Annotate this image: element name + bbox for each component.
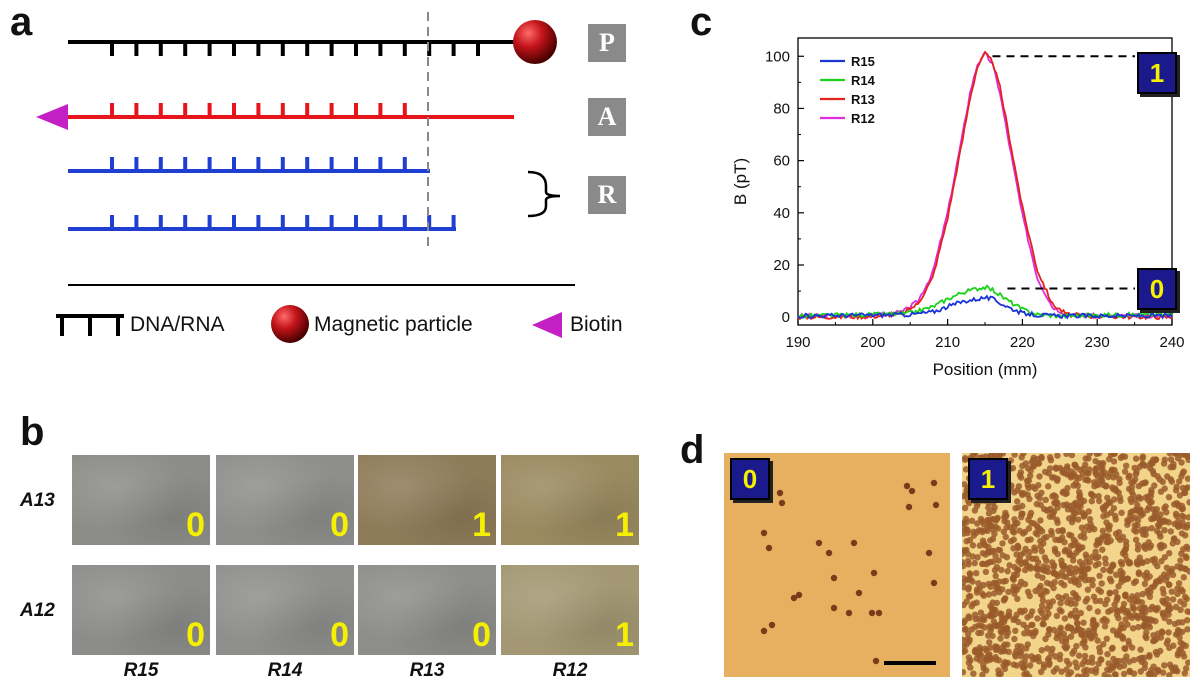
y-axis-title: B (pT) xyxy=(731,158,750,205)
tile-a12-r13: 0 xyxy=(358,565,496,655)
biotin-legend-label: Biotin xyxy=(570,313,623,336)
tile-value: 0 xyxy=(472,616,491,654)
x-tick-label: 230 xyxy=(1085,334,1110,351)
field-profile-chart: 190 200 210 220 230 240 0 20 40 60 80 100 Position (… xyxy=(731,37,1185,379)
y-tick-label: 40 xyxy=(773,205,790,222)
tile-value: 1 xyxy=(615,506,634,544)
tile-a13-r14: 0 xyxy=(216,455,354,545)
col-label-r14: R14 xyxy=(267,660,303,681)
tile-value: 0 xyxy=(186,616,205,654)
legend-label-r13: R13 xyxy=(851,92,875,107)
series-line-r15 xyxy=(797,294,1173,320)
y-tick-label: 20 xyxy=(773,257,790,274)
x-tick-label: 220 xyxy=(1010,334,1035,351)
panel-c-label: c xyxy=(690,0,713,44)
tile-value: 0 xyxy=(186,506,205,544)
state-1-box: 1 xyxy=(1137,52,1177,94)
y-tick-label: 0 xyxy=(782,309,790,326)
series-line-r14 xyxy=(797,284,1173,319)
reporter-brace xyxy=(527,170,561,218)
legend-label-r12: R12 xyxy=(851,111,875,126)
row-label-a12: A12 xyxy=(20,600,55,621)
x-tick-label: 190 xyxy=(785,334,810,351)
particle-legend-icon xyxy=(271,305,309,343)
state-0-box: 0 xyxy=(1137,268,1177,310)
micrograph-state-1 xyxy=(962,453,1190,677)
x-axis-title: Position (mm) xyxy=(933,360,1038,379)
analyte-teeth xyxy=(110,103,407,117)
tile-a13-r15: 0 xyxy=(72,455,210,545)
magnetic-particle xyxy=(513,20,557,64)
micrograph-state-1-box: 1 xyxy=(968,458,1008,500)
legend-label-r15: R15 xyxy=(851,54,875,69)
col-label-r13: R13 xyxy=(409,660,445,681)
col-label-r12: R12 xyxy=(552,660,588,681)
micrograph-state-0-box: 0 xyxy=(730,458,770,500)
probe-badge: P xyxy=(588,24,626,62)
panel-b-label: b xyxy=(20,410,45,454)
tile-value: 1 xyxy=(615,616,634,654)
tile-a12-r12: 1 xyxy=(501,565,639,655)
particle-legend-label: Magnetic particle xyxy=(314,313,473,336)
reporter-2-teeth xyxy=(110,215,456,229)
col-label-r15: R15 xyxy=(123,660,159,681)
dna-legend-icon xyxy=(56,314,124,336)
tile-a12-r14: 0 xyxy=(216,565,354,655)
y-tick-label: 60 xyxy=(773,153,790,170)
probe-teeth xyxy=(110,42,480,56)
analyte-badge: A xyxy=(588,98,626,136)
x-tick-label: 210 xyxy=(935,334,960,351)
tile-a12-r15: 0 xyxy=(72,565,210,655)
row-label-a13: A13 xyxy=(20,490,55,511)
biotin-legend-icon xyxy=(532,312,562,338)
x-tick-label: 240 xyxy=(1159,334,1184,351)
y-tick-label: 100 xyxy=(765,48,790,65)
y-tick-label: 80 xyxy=(773,100,790,117)
legend-label-r14: R14 xyxy=(851,73,876,88)
tile-a13-r12: 1 xyxy=(501,455,639,545)
reporter-1-teeth xyxy=(110,157,407,171)
panel-d-label: d xyxy=(680,428,705,472)
schematic-diagram xyxy=(36,12,575,286)
tile-value: 0 xyxy=(330,506,349,544)
tile-value: 0 xyxy=(330,616,349,654)
reporter-badge: R xyxy=(588,176,626,214)
panel-a-label: a xyxy=(10,0,33,44)
tile-value: 1 xyxy=(472,506,491,544)
tile-a13-r13: 1 xyxy=(358,455,496,545)
biotin-marker xyxy=(36,104,68,130)
dna-legend-label: DNA/RNA xyxy=(130,313,225,336)
x-tick-label: 200 xyxy=(860,334,885,351)
